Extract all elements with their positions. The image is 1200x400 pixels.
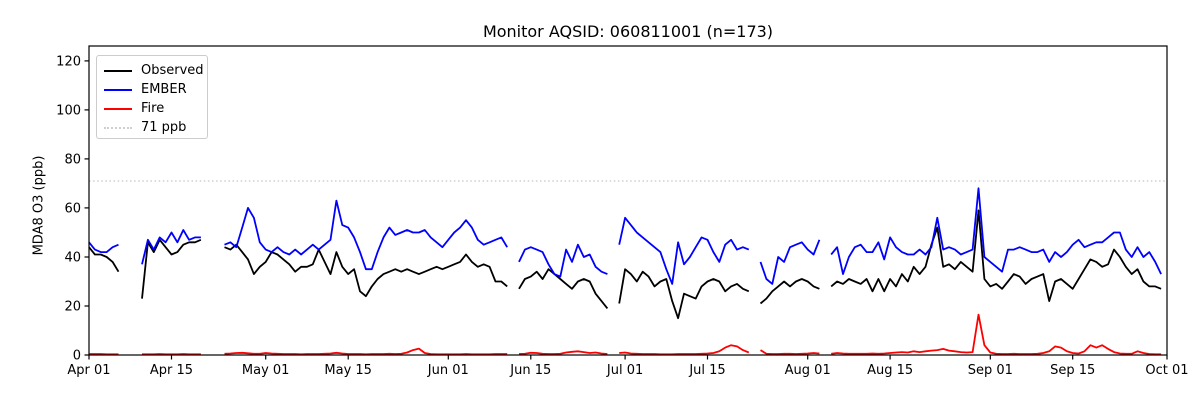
x-tick-label: Apr 15 xyxy=(150,363,193,378)
y-axis-label: MDA8 O3 (ppb) xyxy=(31,155,47,256)
x-tick-label: May 01 xyxy=(242,363,290,378)
y-tick-label: 0 xyxy=(73,349,81,364)
y-tick-label: 40 xyxy=(64,251,81,266)
legend-line-swatch xyxy=(104,88,132,91)
legend: Observed EMBER Fire 71 ppb xyxy=(96,55,208,139)
series-fire xyxy=(89,313,1162,356)
x-tick-label: Jun 15 xyxy=(509,363,551,378)
y-tick-label: 80 xyxy=(64,152,81,167)
y-tick-label: 20 xyxy=(64,300,81,315)
legend-label: Fire xyxy=(141,101,165,116)
plot-border xyxy=(88,45,1168,356)
legend-line-swatch xyxy=(104,107,132,110)
x-tick-label: Aug 15 xyxy=(867,363,913,378)
x-tick-label: Jul 15 xyxy=(688,363,725,378)
x-tick-label: May 15 xyxy=(324,363,372,378)
y-axis: 0 20 40 60 80 100 120 xyxy=(56,54,89,364)
legend-line-swatch xyxy=(104,126,132,129)
x-tick-label: Apr 01 xyxy=(67,363,110,378)
x-tick-label: Sep 01 xyxy=(968,363,1013,378)
legend-label: 71 ppb xyxy=(141,120,187,135)
x-axis: Apr 01 Apr 15 May 01 May 15 Jun 01 Jun 15 Jul … xyxy=(67,355,1189,378)
x-tick-label: Jun 01 xyxy=(427,363,469,378)
x-tick-label: Oct 01 xyxy=(1145,363,1188,378)
legend-item-ember: EMBER xyxy=(104,80,207,99)
y-tick-label: 120 xyxy=(56,54,81,69)
series-ember xyxy=(88,187,1162,285)
legend-label: Observed xyxy=(141,63,204,78)
legend-item-observed: Observed xyxy=(104,61,207,80)
y-tick-label: 100 xyxy=(56,103,81,118)
x-tick-label: Sep 15 xyxy=(1050,363,1095,378)
series-observed xyxy=(88,209,1162,320)
y-tick-label: 60 xyxy=(64,201,81,216)
legend-item-fire: Fire xyxy=(104,99,207,118)
legend-label: EMBER xyxy=(141,82,187,97)
legend-item-71-ppb: 71 ppb xyxy=(104,118,207,137)
chart-title: Monitor AQSID: 060811001 (n=173) xyxy=(482,22,774,41)
x-tick-label: Aug 01 xyxy=(785,363,831,378)
legend-line-swatch xyxy=(104,69,132,72)
x-tick-label: Jul 01 xyxy=(606,363,643,378)
